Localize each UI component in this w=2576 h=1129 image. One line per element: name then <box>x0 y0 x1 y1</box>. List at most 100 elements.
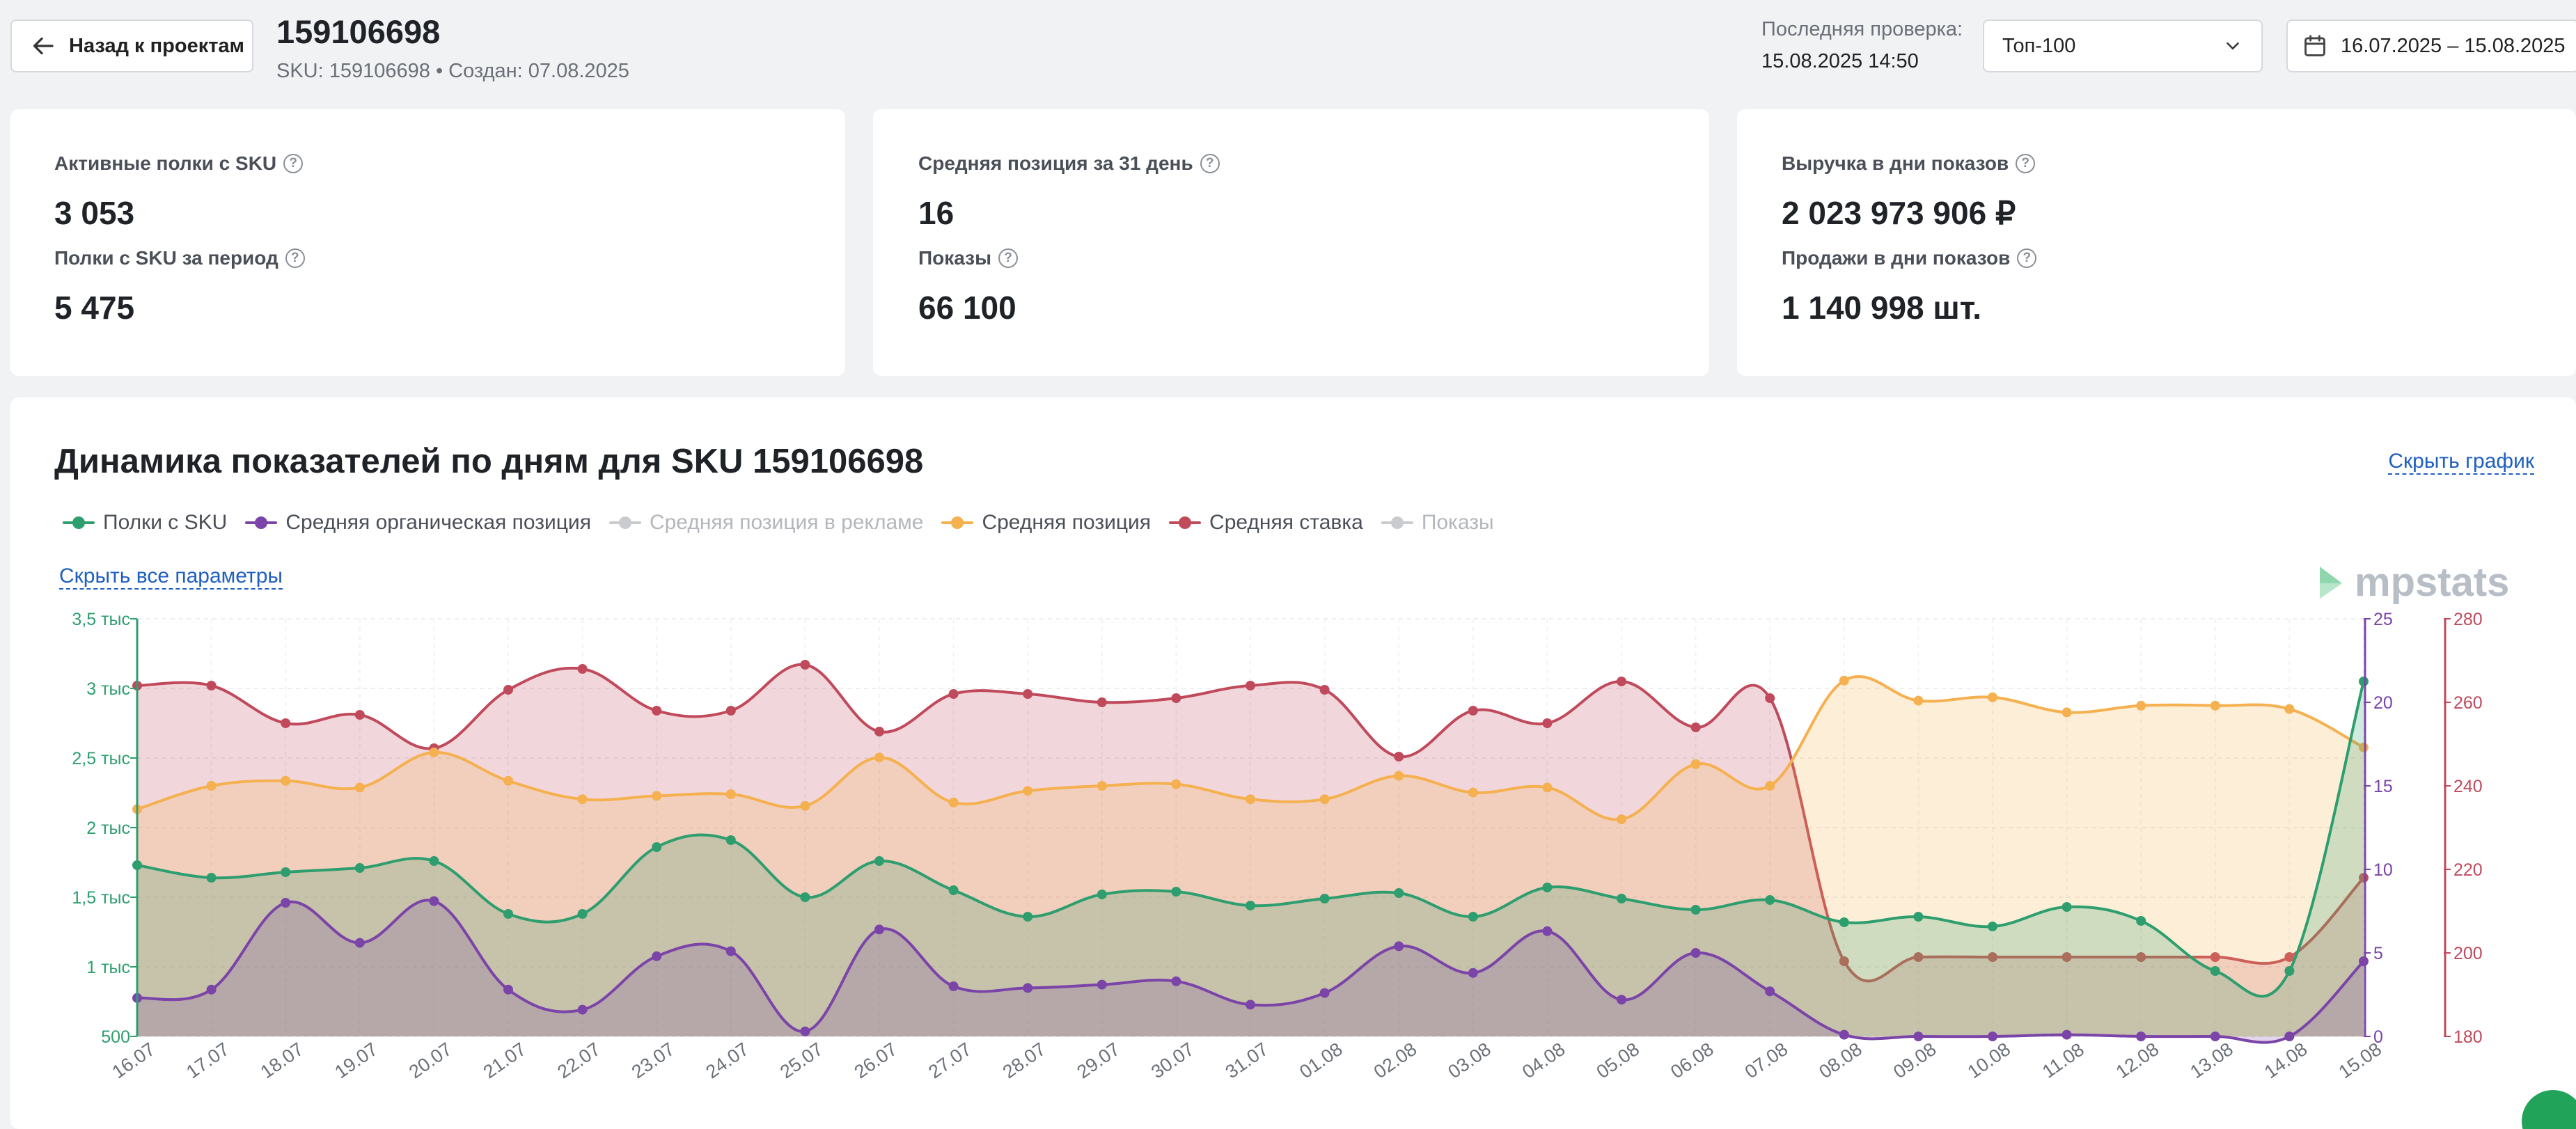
data-point <box>1468 787 1478 798</box>
help-icon[interactable]: ? <box>2016 154 2036 173</box>
back-to-projects-button[interactable]: Назад к проектам <box>10 19 253 72</box>
card-positions: Средняя позиция за 31 день? 16 Показы? 6… <box>873 109 1709 376</box>
data-point <box>1097 979 1107 990</box>
x-tick-label: 10.08 <box>1964 1039 2015 1082</box>
help-icon[interactable]: ? <box>2017 248 2037 268</box>
data-point <box>1468 912 1478 922</box>
last-check-label: Последняя проверка: <box>1761 18 1963 40</box>
legend-label: Средняя позиция в рекламе <box>649 511 924 534</box>
x-tick-label: 12.08 <box>2112 1039 2163 1082</box>
series-area <box>137 681 2364 1036</box>
help-icon[interactable]: ? <box>1200 154 1220 173</box>
data-point <box>1394 941 1404 952</box>
help-icon[interactable]: ? <box>283 154 304 173</box>
data-point <box>1913 912 1924 922</box>
x-tick-label: 08.08 <box>1815 1039 1866 1082</box>
legend-item[interactable]: Показы <box>1381 511 1494 535</box>
data-point <box>503 909 513 919</box>
chart-panel: Динамика показателей по дням для SKU 159… <box>10 397 2576 1129</box>
x-tick-label: 19.07 <box>331 1039 382 1082</box>
y-tick-label-position: 5 <box>2373 944 2383 963</box>
help-icon[interactable]: ? <box>998 248 1018 268</box>
data-point <box>2210 966 2220 976</box>
data-point <box>354 782 365 793</box>
data-point <box>354 938 365 948</box>
card-value: 3 053 <box>54 195 135 231</box>
x-tick-label: 24.07 <box>702 1039 753 1082</box>
data-point <box>1765 781 1775 791</box>
x-tick-label: 18.07 <box>257 1039 308 1082</box>
data-point <box>354 710 365 720</box>
legend-item[interactable]: Средняя позиция в рекламе <box>608 511 924 535</box>
legend-item[interactable]: Средняя органическая позиция <box>245 511 591 535</box>
data-point <box>2284 952 2295 962</box>
legend-marker <box>63 516 95 529</box>
data-point <box>1839 956 1849 966</box>
data-point <box>1097 697 1107 707</box>
data-point <box>281 775 291 786</box>
data-point <box>1765 895 1775 905</box>
y-tick-label-left: 2 тыс <box>86 819 130 838</box>
data-point <box>1319 794 1330 805</box>
data-point <box>1394 752 1404 761</box>
data-point <box>1171 779 1181 789</box>
data-point <box>206 781 217 791</box>
data-point <box>874 727 884 736</box>
data-point <box>503 775 513 786</box>
mpstats-logo-icon <box>2320 566 2342 599</box>
legend-marker <box>1169 516 1202 529</box>
data-point <box>948 689 959 699</box>
legend-item[interactable]: Средняя позиция <box>941 511 1151 535</box>
legend-item[interactable]: Полки с SKU <box>63 511 227 535</box>
data-point <box>2061 952 2072 962</box>
data-point <box>1542 718 1553 728</box>
data-point <box>652 791 662 801</box>
data-point <box>652 951 662 961</box>
hide-all-params-link[interactable]: Скрыть все параметры <box>59 564 283 590</box>
card-shelves: Активные полки с SKU? 3 053 Полки с SKU … <box>10 109 845 376</box>
data-point <box>652 706 662 716</box>
top-select[interactable]: Топ-100 <box>1983 19 2263 72</box>
data-point <box>1913 952 1924 962</box>
x-tick-label: 28.07 <box>999 1039 1050 1082</box>
data-point <box>577 909 588 919</box>
y-tick-label-left: 500 <box>101 1027 130 1047</box>
data-point <box>281 867 291 877</box>
data-point <box>281 718 291 728</box>
data-point <box>1839 1029 1849 1040</box>
x-tick-label: 15.08 <box>2335 1039 2386 1082</box>
x-tick-label: 05.08 <box>1593 1039 1644 1082</box>
hide-chart-link[interactable]: Скрыть график <box>2388 450 2534 475</box>
x-tick-label: 21.07 <box>480 1039 531 1082</box>
page-title: 159106698 <box>276 13 441 50</box>
x-tick-label: 11.08 <box>2039 1039 2088 1082</box>
data-point <box>2359 677 2369 686</box>
card-label: Средняя позиция за 31 день? <box>918 152 1220 175</box>
x-tick-label: 13.08 <box>2186 1039 2237 1082</box>
arrow-left-icon <box>33 37 54 55</box>
x-tick-label: 04.08 <box>1518 1039 1569 1082</box>
x-tick-label: 30.07 <box>1147 1039 1198 1082</box>
data-point <box>1319 988 1330 998</box>
legend-item[interactable]: Средняя ставка <box>1169 511 1363 535</box>
data-point <box>1988 692 1997 702</box>
data-point <box>1617 995 1626 1005</box>
data-point <box>2136 700 2146 711</box>
data-point <box>2284 1032 2295 1041</box>
y-tick-label-left: 1 тыс <box>86 958 130 977</box>
data-point <box>577 794 588 805</box>
help-icon[interactable]: ? <box>285 248 305 268</box>
date-range-picker[interactable]: 16.07.2025 – 15.08.2025 <box>2286 19 2576 72</box>
data-point <box>1171 693 1181 703</box>
data-point <box>1023 689 1033 699</box>
data-point <box>948 798 959 807</box>
y-tick-label-position: 10 <box>2373 860 2393 880</box>
data-point <box>577 1004 588 1015</box>
data-point <box>1171 887 1181 897</box>
series-line <box>136 681 2365 998</box>
data-point <box>2359 956 2369 966</box>
legend-marker <box>941 516 974 529</box>
data-point <box>1690 759 1701 769</box>
data-point <box>725 706 736 716</box>
